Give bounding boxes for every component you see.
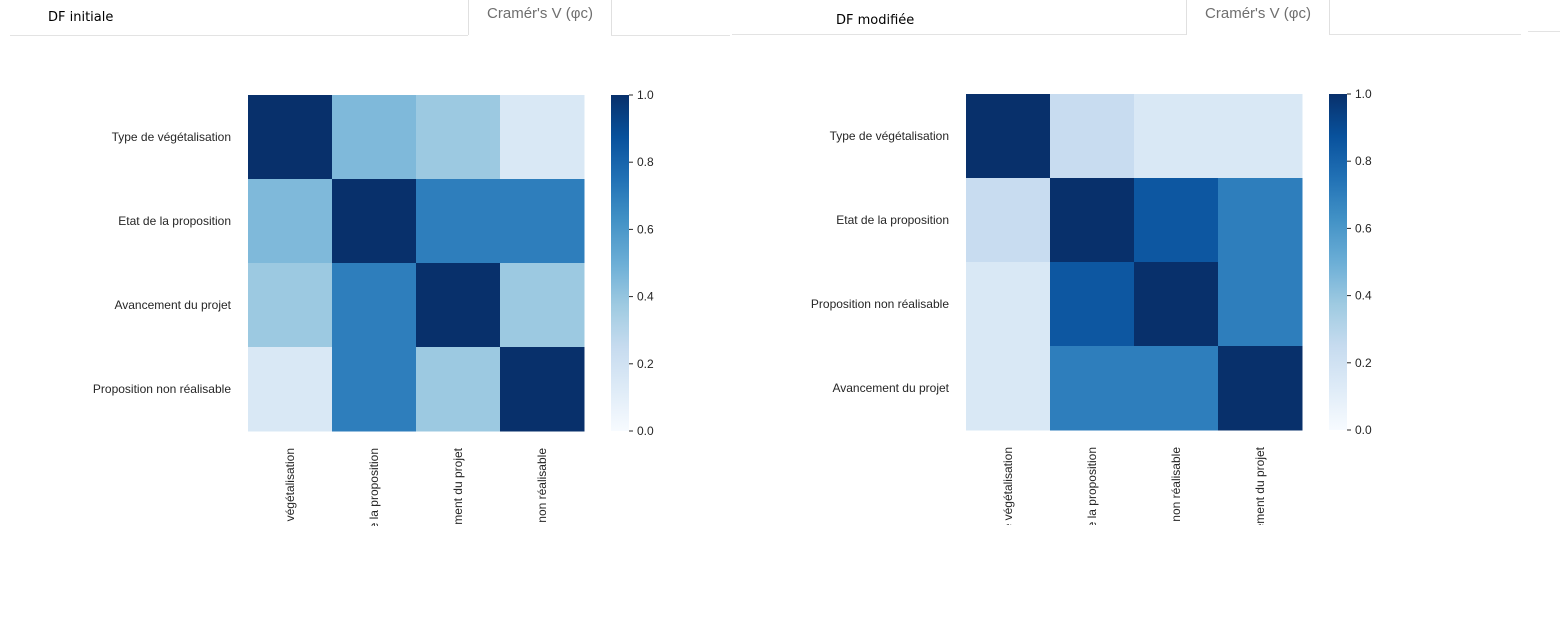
heatmap-cell — [1218, 262, 1303, 347]
row-label: Avancement du projet — [832, 381, 949, 395]
header-underline — [611, 35, 730, 36]
column-label: e la proposition — [367, 448, 381, 529]
heatmap-cell — [1218, 178, 1303, 263]
colorbar-tick-label: 0.6 — [637, 222, 654, 236]
heatmap-cell — [966, 178, 1051, 263]
row-label: Etat de la proposition — [836, 213, 949, 227]
heatmap-cell — [332, 263, 417, 348]
colorbar-tick-label: 0.2 — [1355, 356, 1372, 370]
column-label: ement du projet — [1253, 446, 1267, 530]
column-label: végétalisation — [283, 448, 297, 521]
row-label: Type de végétalisation — [830, 129, 949, 143]
row-label: Proposition non réalisable — [811, 297, 949, 311]
heatmap-cell — [1050, 346, 1135, 431]
heatmap-cell — [1134, 262, 1219, 347]
heatmap-cell — [332, 95, 417, 180]
column-label: non réalisable — [535, 448, 549, 523]
tab-cramers-v[interactable]: Cramér's V (φc) — [468, 0, 612, 35]
heatmap-cell — [416, 347, 501, 432]
heatmap-cell — [966, 346, 1051, 431]
heatmap-cell — [248, 347, 333, 432]
header-underline — [1528, 31, 1560, 32]
colorbar — [1329, 94, 1347, 430]
heatmap-cell — [416, 263, 501, 348]
row-label: Etat de la proposition — [118, 214, 231, 228]
colorbar-tick-label: 0.0 — [1355, 423, 1372, 437]
heatmap-modified: Type de végétalisation Etat de la proposi… — [811, 87, 1372, 530]
column-label: non réalisable — [1169, 447, 1183, 522]
heatmap-cell — [500, 95, 585, 180]
tab-cramers-v[interactable]: Cramér's V (φc) — [1186, 0, 1330, 35]
panel-header-initial: DF initiale Cramér's V (φc) — [0, 0, 730, 36]
panel-title: DF initiale — [48, 10, 114, 25]
header-underline — [1329, 34, 1521, 35]
row-label: Avancement du projet — [114, 298, 231, 312]
colorbar-tick-label: 0.0 — [637, 424, 654, 438]
heatmap-cell — [416, 179, 501, 264]
heatmap-cell — [248, 179, 333, 264]
colorbar-tick-label: 1.0 — [1355, 87, 1372, 101]
colorbar-tick-label: 0.8 — [1355, 154, 1372, 168]
row-label: Type de végétalisation — [112, 130, 231, 144]
column-label: e végétalisation — [1001, 447, 1015, 530]
column-labels: végétalisation e la proposition ment du pr… — [283, 447, 549, 529]
header-underline — [732, 34, 1188, 35]
heatmap-cell — [248, 263, 333, 348]
heatmap-cell — [1050, 178, 1135, 263]
heatmap-cell — [332, 347, 417, 432]
heatmap-cell — [1218, 346, 1303, 431]
colorbar-tick-label: 0.2 — [637, 357, 654, 371]
heatmap-cell — [500, 263, 585, 348]
heatmap-cell — [1218, 94, 1303, 179]
colorbar-tick-label: 0.6 — [1355, 221, 1372, 235]
colorbar-tick-label: 0.4 — [1355, 289, 1372, 303]
heatmap-cell — [1134, 94, 1219, 179]
header-underline — [10, 35, 468, 36]
heatmap-cell — [500, 347, 585, 432]
heatmap-cell — [1050, 262, 1135, 347]
heatmap-cell — [966, 262, 1051, 347]
row-label: Proposition non réalisable — [93, 382, 231, 396]
heatmap-cell — [332, 179, 417, 264]
heatmap-cell — [1134, 178, 1219, 263]
colorbar-tick-label: 1.0 — [637, 88, 654, 102]
heatmap-cell — [966, 94, 1051, 179]
colorbar — [611, 95, 629, 431]
heatmap-cell — [500, 179, 585, 264]
colorbar-tick-label: 0.8 — [637, 155, 654, 169]
column-label: ment du projet — [451, 447, 465, 524]
heatmap-cell — [248, 95, 333, 180]
column-labels: e végétalisation e la proposition non réal… — [1001, 446, 1267, 530]
heatmap-initial: Type de végétalisation Etat de la proposi… — [93, 88, 654, 529]
heatmap-cell — [416, 95, 501, 180]
colorbar-tick-label: 0.4 — [637, 290, 654, 304]
panel-title: DF modifiée — [836, 13, 915, 28]
heatmap-cell — [1050, 94, 1135, 179]
heatmap-cell — [1134, 346, 1219, 431]
column-label: e la proposition — [1085, 447, 1099, 528]
panel-header-modified: DF modifiée Cramér's V (φc) — [730, 0, 1560, 36]
